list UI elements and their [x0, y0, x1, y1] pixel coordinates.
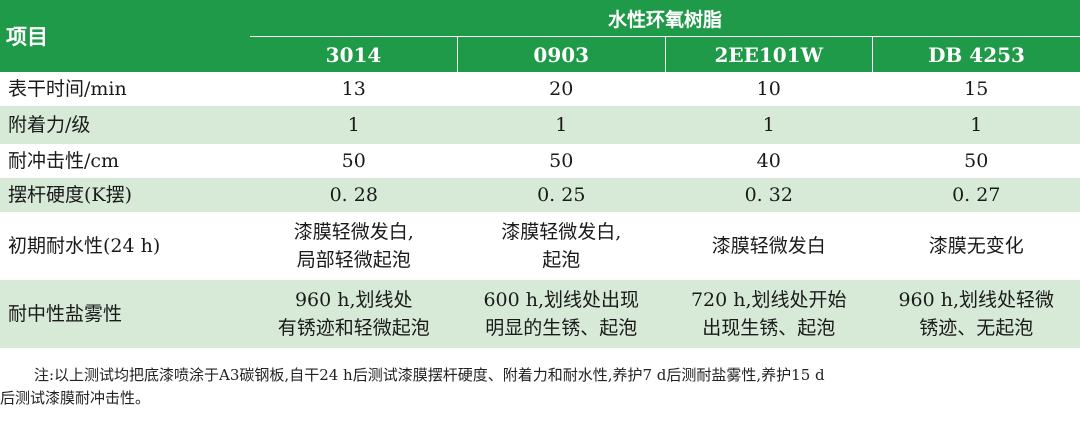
- row-label: 耐冲击性/cm: [0, 144, 250, 178]
- note-line: 后测试漆膜耐冲击性。: [0, 389, 151, 407]
- item-header: 项目: [0, 0, 250, 72]
- row-label: 初期耐水性(24 h): [0, 212, 250, 280]
- cell-line: 960 h,划线处轻微: [898, 289, 1055, 311]
- table-cell: 1: [872, 106, 1080, 144]
- cell-line: 起泡: [542, 249, 581, 271]
- table-cell: 0. 27: [872, 178, 1080, 212]
- table-cell: 0. 32: [665, 178, 873, 212]
- table-row: 附着力/级 1 1 1 1: [0, 106, 1080, 144]
- cell-line: 局部轻微起泡: [296, 249, 411, 271]
- note-line: 注:以上测试均把底漆喷涂于A3碳钢板,自干24 h后测试漆膜摆杆硬度、附着力和耐…: [34, 366, 825, 384]
- table-row: 初期耐水性(24 h) 漆膜轻微发白, 局部轻微起泡 漆膜轻微发白, 起泡 漆膜轻微…: [0, 212, 1080, 280]
- cell-line: 漆膜轻微发白,: [501, 221, 622, 243]
- table-note: 注:以上测试均把底漆喷涂于A3碳钢板,自干24 h后测试漆膜摆杆硬度、附着力和耐…: [0, 364, 1080, 410]
- cell-line: 漆膜轻微发白: [711, 235, 826, 257]
- cell-line: 出现生锈、起泡: [702, 317, 836, 339]
- data-table: 项目 水性环氧树脂 3014 0903 2EE101W DB 4253 表干时间…: [0, 0, 1080, 348]
- table-cell: 10: [665, 72, 873, 106]
- table-cell: 漆膜无变化: [872, 212, 1080, 280]
- row-label: 摆杆硬度(K摆): [0, 178, 250, 212]
- table-cell: 960 h,划线处轻微 锈迹、无起泡: [872, 280, 1080, 348]
- table-row: 耐冲击性/cm 50 50 40 50: [0, 144, 1080, 178]
- column-header: 3014: [250, 36, 458, 72]
- table-row: 耐中性盐雾性 960 h,划线处 有锈迹和轻微起泡 600 h,划线处出现 明显的生…: [0, 280, 1080, 348]
- table-cell: 50: [872, 144, 1080, 178]
- cell-line: 漆膜轻微发白,: [293, 221, 414, 243]
- cell-line: 锈迹、无起泡: [919, 317, 1034, 339]
- table-cell: 960 h,划线处 有锈迹和轻微起泡: [250, 280, 458, 348]
- table-cell: 1: [457, 106, 665, 144]
- table-cell: 600 h,划线处出现 明显的生锈、起泡: [457, 280, 665, 348]
- table-cell: 20: [457, 72, 665, 106]
- table-row: 表干时间/min 13 20 10 15: [0, 72, 1080, 106]
- table-cell: 漆膜轻微发白, 起泡: [457, 212, 665, 280]
- column-header: DB 4253: [872, 36, 1080, 72]
- column-header: 0903: [457, 36, 665, 72]
- table-cell: 漆膜轻微发白, 局部轻微起泡: [250, 212, 458, 280]
- row-label: 耐中性盐雾性: [0, 280, 250, 348]
- table-cell: 50: [457, 144, 665, 178]
- table-cell: 漆膜轻微发白: [665, 212, 873, 280]
- cell-line: 960 h,划线处: [294, 289, 413, 311]
- cell-line: 有锈迹和轻微起泡: [277, 317, 430, 339]
- table-cell: 13: [250, 72, 458, 106]
- row-label: 表干时间/min: [0, 72, 250, 106]
- cell-line: 漆膜无变化: [928, 235, 1024, 257]
- cell-line: 720 h,划线处开始: [690, 289, 847, 311]
- table-cell: 40: [665, 144, 873, 178]
- row-label: 附着力/级: [0, 106, 250, 144]
- table-cell: 15: [872, 72, 1080, 106]
- table-cell: 720 h,划线处开始 出现生锈、起泡: [665, 280, 873, 348]
- cell-line: 600 h,划线处出现: [483, 289, 640, 311]
- table-row: 摆杆硬度(K摆) 0. 28 0. 25 0. 32 0. 27: [0, 178, 1080, 212]
- group-header: 水性环氧树脂: [250, 0, 1080, 37]
- table-cell: 0. 28: [250, 178, 458, 212]
- table-cell: 50: [250, 144, 458, 178]
- table-cell: 1: [250, 106, 458, 144]
- table-cell: 1: [665, 106, 873, 144]
- table-cell: 0. 25: [457, 178, 665, 212]
- cell-line: 明显的生锈、起泡: [485, 317, 638, 339]
- column-header: 2EE101W: [664, 36, 873, 72]
